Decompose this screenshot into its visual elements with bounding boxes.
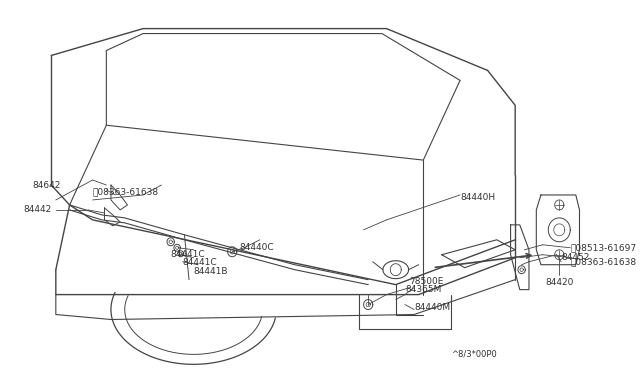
Text: 84441C: 84441C [182,258,217,267]
Text: 84642: 84642 [33,180,61,189]
Text: 84441C: 84441C [171,250,205,259]
Text: 84441B: 84441B [194,267,228,276]
Text: Ⓢ08363-61638: Ⓢ08363-61638 [93,187,159,196]
Text: 78500E: 78500E [410,277,444,286]
Text: 84420: 84420 [545,278,574,287]
Text: Ⓢ08513-61697: Ⓢ08513-61697 [570,243,636,252]
Text: 84440C: 84440C [239,243,274,252]
Text: 84365M: 84365M [405,285,442,294]
Text: 84440H: 84440H [460,193,495,202]
Text: 84452: 84452 [561,253,589,262]
Text: Ⓢ08363-61638: Ⓢ08363-61638 [570,257,636,266]
Text: 84442: 84442 [24,205,52,214]
Text: ^8/3*00P0: ^8/3*00P0 [451,350,497,359]
Text: 84440M: 84440M [414,303,451,312]
